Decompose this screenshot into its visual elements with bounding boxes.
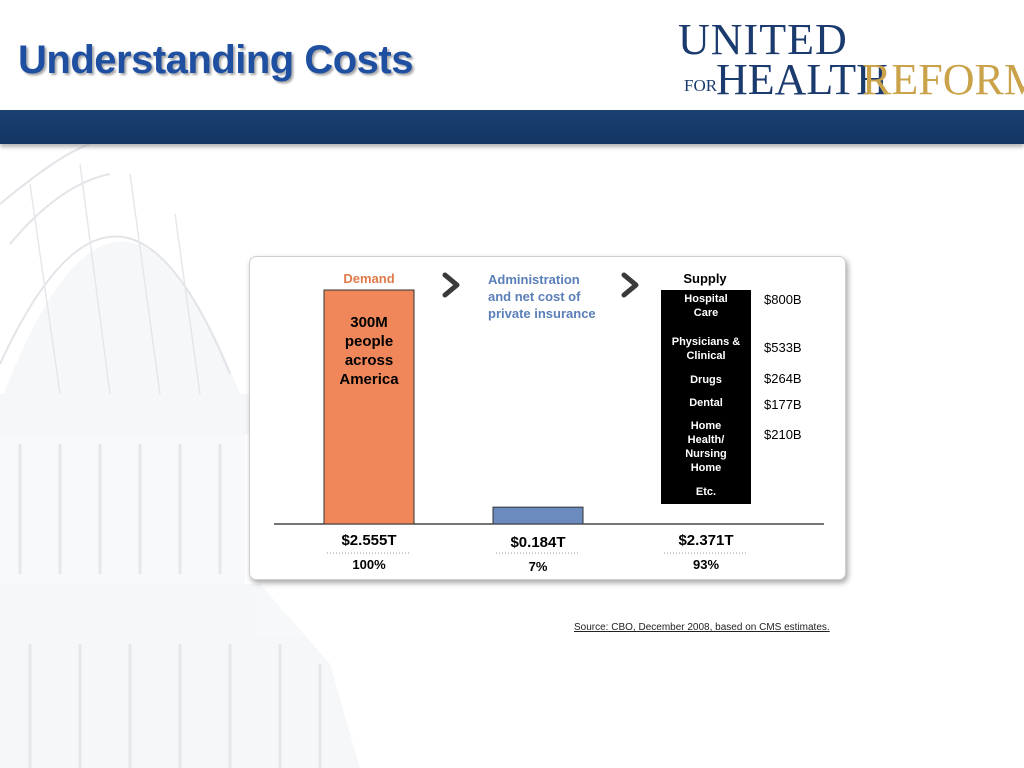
total-value-label: $0.184T xyxy=(510,534,565,551)
supply-segment-label: Home Health/Nursing Home xyxy=(685,420,727,474)
supply-segment-label: Hospital Care xyxy=(684,293,727,319)
supply-segment-value: $177B xyxy=(764,397,802,412)
supply-segment-value: $210B xyxy=(764,427,802,442)
logo-reform: REFORM xyxy=(862,55,1024,104)
supply-segment-label: Physicians & Clinical xyxy=(672,336,741,362)
total-value-label: $2.371T xyxy=(678,532,733,549)
supply-segment-label: Drugs xyxy=(690,374,722,386)
chart-panel: Demand Administration and net cost of priva… xyxy=(249,256,846,580)
arrow-right-icon xyxy=(442,272,460,298)
united-for-health-reform-logo: UNITED FOR HEALTH REFORM xyxy=(672,14,1024,104)
slide-title: Understanding Costs xyxy=(18,38,413,82)
logo-united: UNITED xyxy=(678,15,848,64)
column-header-admin: Administration and net cost of private ins… xyxy=(488,272,596,321)
source-note: Source: CBO, December 2008, based on CMS… xyxy=(574,622,830,633)
percent-label: 93% xyxy=(693,557,719,572)
demand-bar-label: 300M people across America xyxy=(339,314,399,388)
header-band xyxy=(0,110,1024,144)
percent-label: 7% xyxy=(529,559,548,574)
supply-segment-value: $264B xyxy=(764,371,802,386)
supply-segment-value: $800B xyxy=(764,292,802,307)
supply-segment-value: $533B xyxy=(764,340,802,355)
percent-label: 100% xyxy=(352,557,386,572)
total-value-label: $2.555T xyxy=(341,532,396,549)
logo-for: FOR xyxy=(684,76,718,95)
bar-demand xyxy=(323,289,415,525)
cost-flow-chart: Demand Administration and net cost of priva… xyxy=(274,271,824,574)
bar-admin xyxy=(492,506,584,525)
supply-segment-label: Etc. xyxy=(696,486,716,498)
logo-health: HEALTH xyxy=(716,55,888,104)
capitol-dome-background xyxy=(0,144,360,768)
bar-supply xyxy=(661,290,751,504)
arrow-right-icon xyxy=(621,272,639,298)
column-header-demand: Demand xyxy=(343,271,394,286)
supply-segment-label: Dental xyxy=(689,397,723,409)
column-header-supply: Supply xyxy=(683,271,727,286)
